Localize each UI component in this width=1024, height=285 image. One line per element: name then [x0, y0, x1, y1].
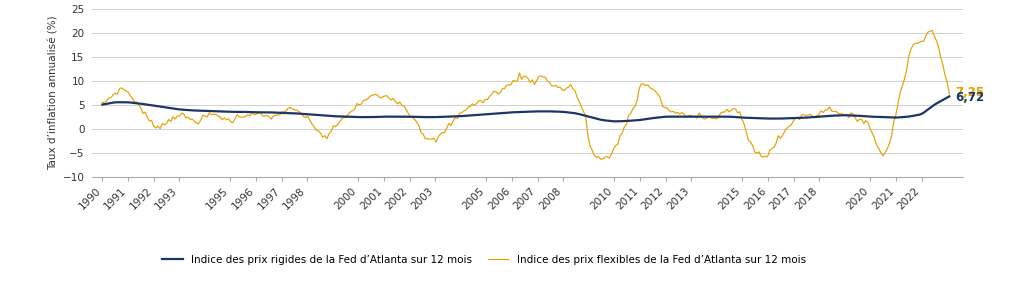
Indice des prix flexibles de la Fed d’Atlanta sur 12 mois [926, 29, 938, 32]
Indice des prix flexibles de la Fed d’Atlanta sur 12 mois [943, 92, 955, 95]
Indice des prix flexibles de la Fed d’Atlanta sur 12 mois [595, 158, 607, 161]
Line: Indice des prix flexibles de la Fed d’Atlanta sur 12 mois: Indice des prix flexibles de la Fed d’At… [102, 30, 949, 159]
Line: Indice des prix rigides de la Fed d’Atlanta sur 12 mois: Indice des prix rigides de la Fed d’Atla… [102, 96, 949, 121]
Indice des prix rigides de la Fed d’Atlanta sur 12 mois [96, 103, 109, 106]
Indice des prix rigides de la Fed d’Atlanta sur 12 mois [904, 115, 916, 118]
Indice des prix flexibles de la Fed d’Atlanta sur 12 mois [228, 117, 241, 121]
Indice des prix rigides de la Fed d’Atlanta sur 12 mois [228, 110, 241, 113]
Indice des prix flexibles de la Fed d’Atlanta sur 12 mois [96, 101, 109, 104]
Indice des prix rigides de la Fed d’Atlanta sur 12 mois [609, 120, 622, 123]
Indice des prix flexibles de la Fed d’Atlanta sur 12 mois [197, 113, 209, 117]
Indice des prix rigides de la Fed d’Atlanta sur 12 mois [530, 110, 543, 113]
Indice des prix rigides de la Fed d’Atlanta sur 12 mois [943, 95, 955, 98]
Indice des prix flexibles de la Fed d’Atlanta sur 12 mois [904, 48, 916, 51]
Indice des prix flexibles de la Fed d’Atlanta sur 12 mois [98, 101, 111, 105]
Indice des prix flexibles de la Fed d’Atlanta sur 12 mois [603, 156, 615, 160]
Y-axis label: Taux d’inflation annualisé (%): Taux d’inflation annualisé (%) [48, 15, 58, 170]
Indice des prix rigides de la Fed d’Atlanta sur 12 mois [98, 103, 111, 106]
Text: 7,25: 7,25 [955, 86, 985, 99]
Indice des prix flexibles de la Fed d’Atlanta sur 12 mois [530, 79, 543, 82]
Text: 6,72: 6,72 [955, 91, 985, 104]
Indice des prix rigides de la Fed d’Atlanta sur 12 mois [197, 109, 209, 113]
Legend: Indice des prix rigides de la Fed d’Atlanta sur 12 mois, Indice des prix flexibl: Indice des prix rigides de la Fed d’Atla… [158, 251, 810, 269]
Indice des prix rigides de la Fed d’Atlanta sur 12 mois [601, 119, 613, 122]
